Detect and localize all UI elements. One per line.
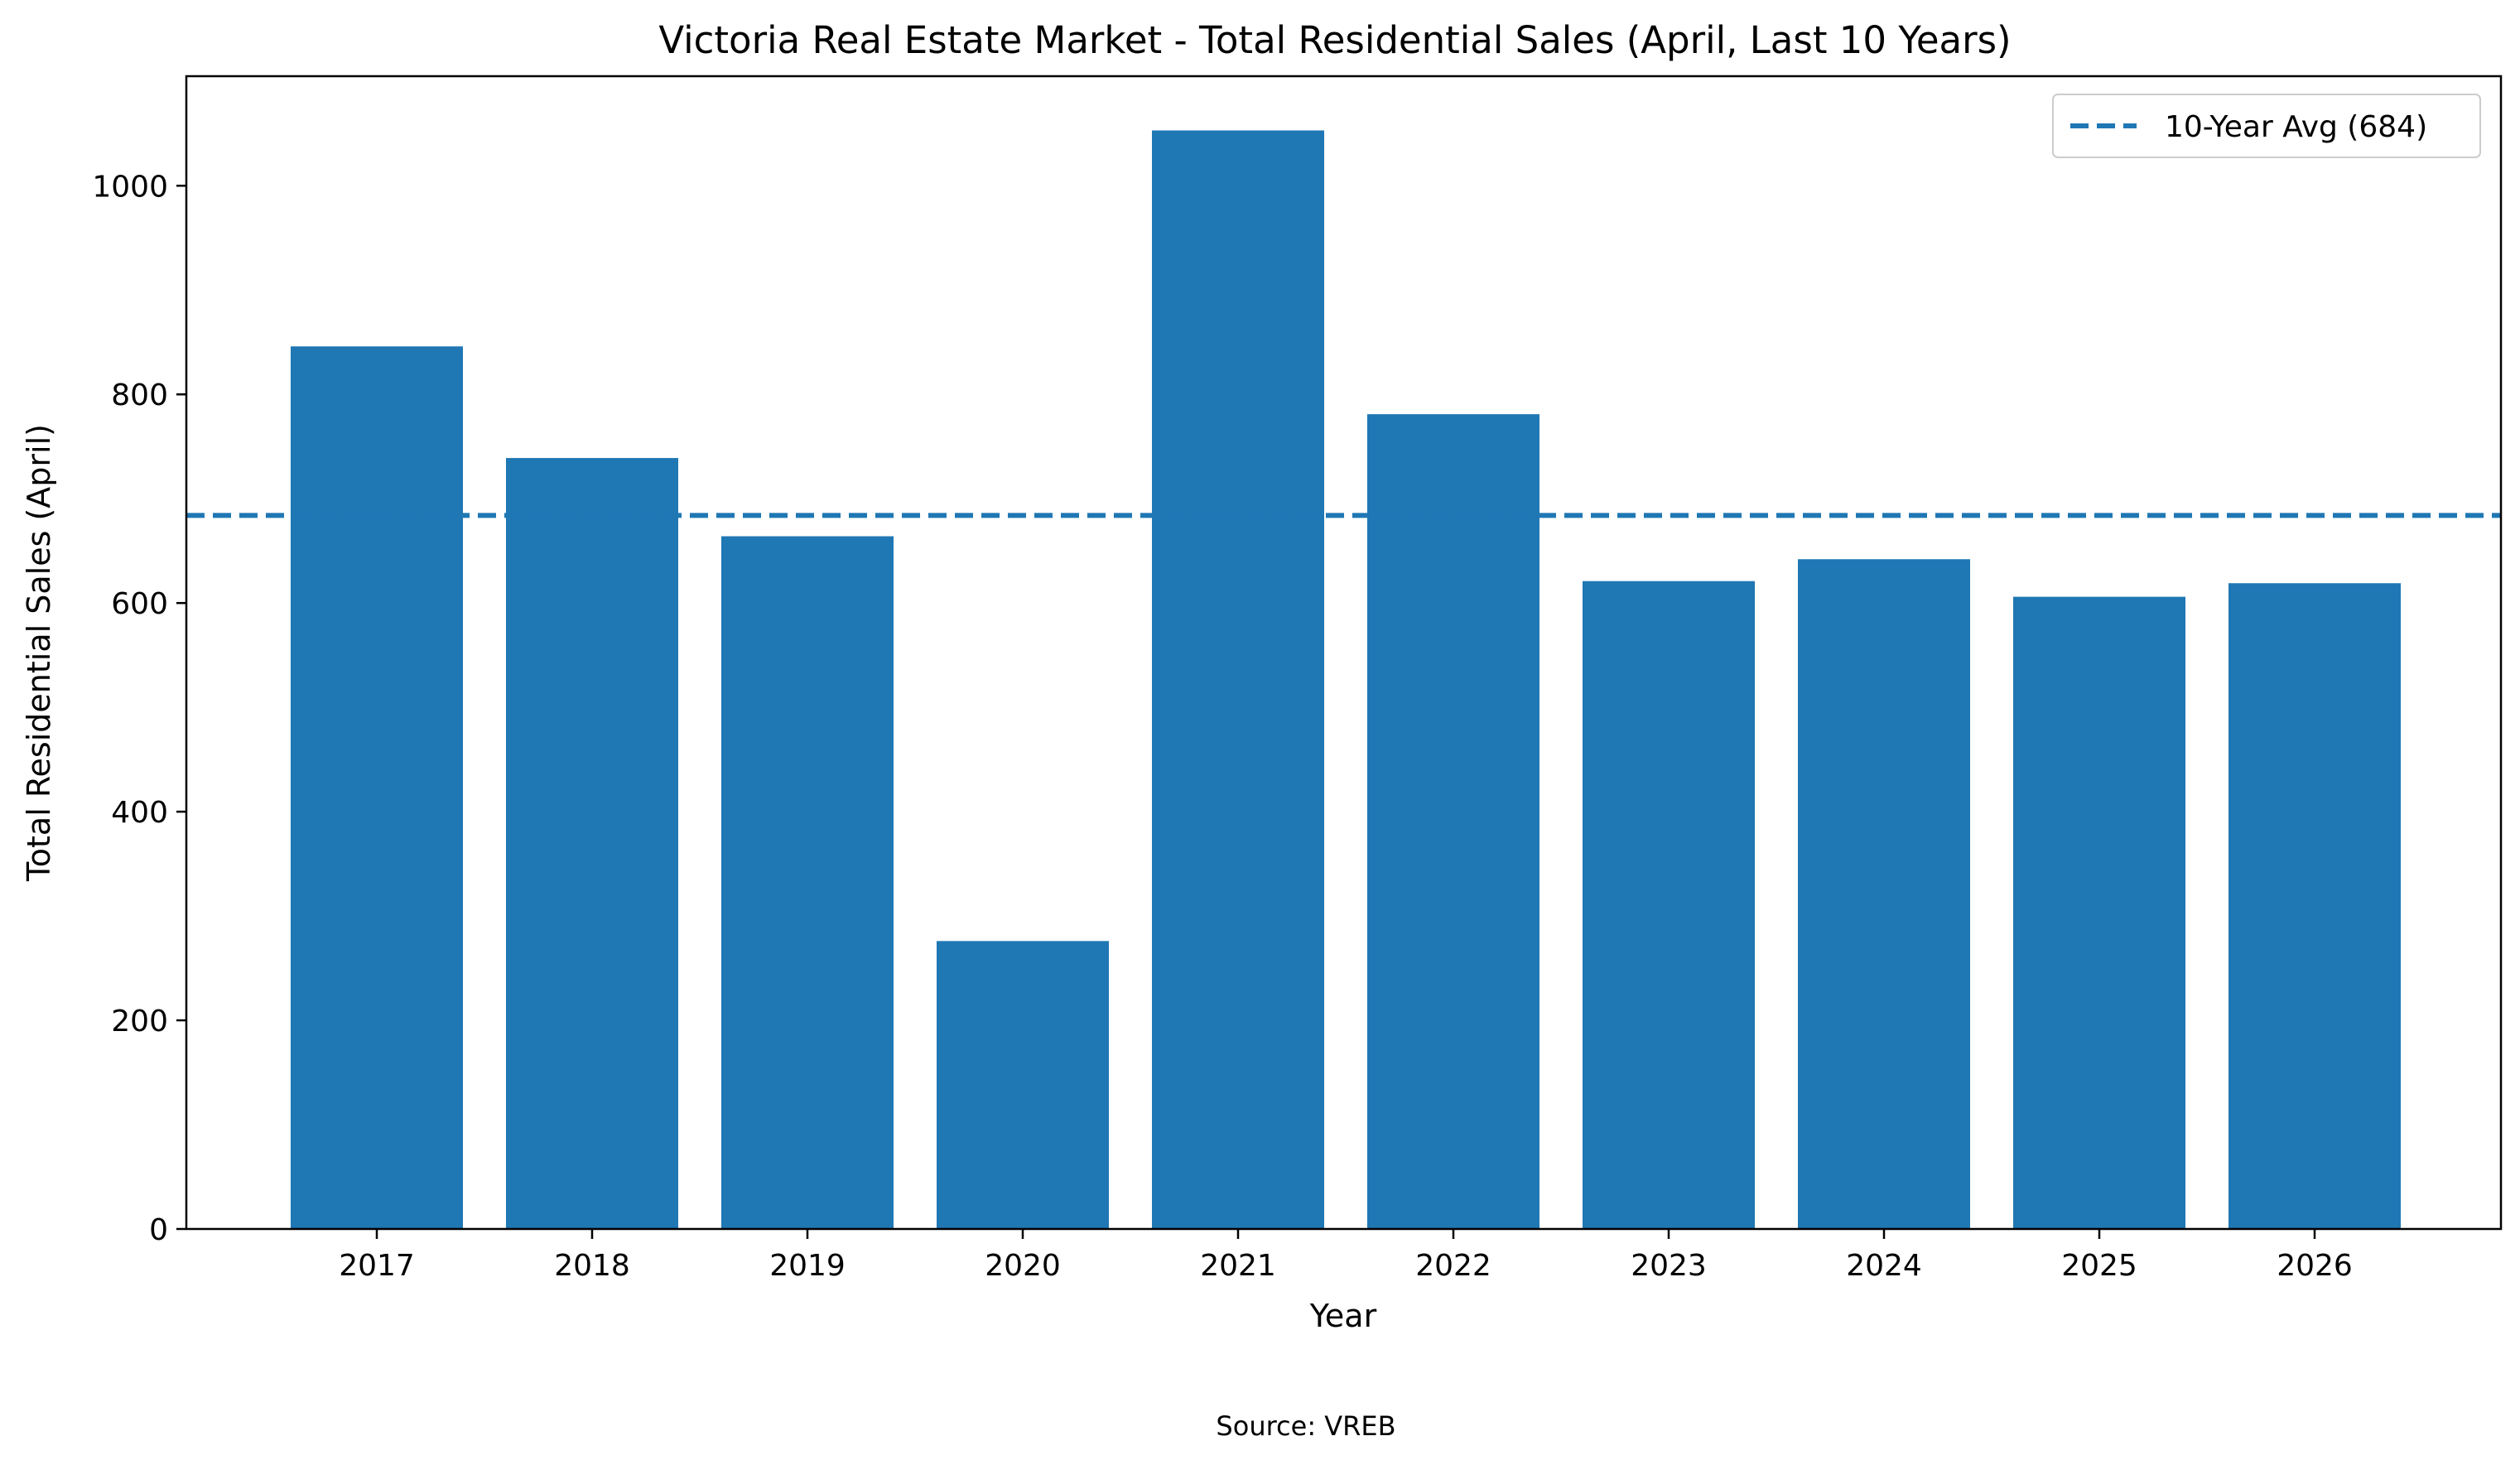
legend: 10-Year Avg (684)	[2052, 94, 2481, 158]
bar-2017	[291, 346, 463, 1230]
y-tick-label-200: 200	[111, 1005, 168, 1039]
y-tick-label-800: 800	[111, 378, 168, 412]
bar-2022	[1367, 414, 1539, 1229]
x-tick-label-2017: 2017	[339, 1249, 415, 1283]
x-axis-label: Year	[1309, 1298, 1377, 1334]
y-tick-label-400: 400	[111, 796, 168, 830]
x-tick-label-2023: 2023	[1631, 1249, 1707, 1283]
bars-group	[291, 130, 2401, 1230]
bar-2018	[506, 458, 678, 1229]
x-tick-label-2018: 2018	[554, 1249, 630, 1283]
legend-average-label: 10-Year Avg (684)	[2165, 110, 2427, 144]
y-axis-ticks: 0 200 400 600 800 1000	[92, 170, 186, 1247]
x-tick-label-2025: 2025	[2061, 1249, 2137, 1283]
bar-2026	[2228, 583, 2401, 1229]
source-note: Source: VREB	[1216, 1410, 1395, 1442]
x-tick-label-2021: 2021	[1200, 1249, 1276, 1283]
y-tick-label-0: 0	[149, 1213, 168, 1247]
y-axis-label: Total Residential Sales (April)	[21, 424, 57, 882]
x-axis-ticks: 2017 2018 2019 2020 2021 2022 2023 2024 2025 2026	[339, 1229, 2353, 1283]
y-tick-label-1000: 1000	[92, 170, 168, 204]
x-tick-label-2022: 2022	[1415, 1249, 1491, 1283]
bar-2025	[2013, 596, 2185, 1229]
legend-box	[2052, 94, 2481, 158]
chart-title: Victoria Real Estate Market - Total Resi…	[658, 18, 2011, 62]
bar-2023	[1583, 581, 1755, 1229]
x-tick-label-2026: 2026	[2277, 1249, 2353, 1283]
bar-2024	[1798, 559, 1970, 1229]
bar-2020	[937, 941, 1109, 1229]
bar-2021	[1152, 130, 1324, 1230]
x-tick-label-2020: 2020	[985, 1249, 1061, 1283]
x-tick-label-2019: 2019	[769, 1249, 846, 1283]
x-tick-label-2024: 2024	[1846, 1249, 1922, 1283]
bar-2019	[721, 536, 894, 1229]
y-tick-label-600: 600	[111, 587, 168, 621]
plot-frame	[185, 75, 2503, 1231]
